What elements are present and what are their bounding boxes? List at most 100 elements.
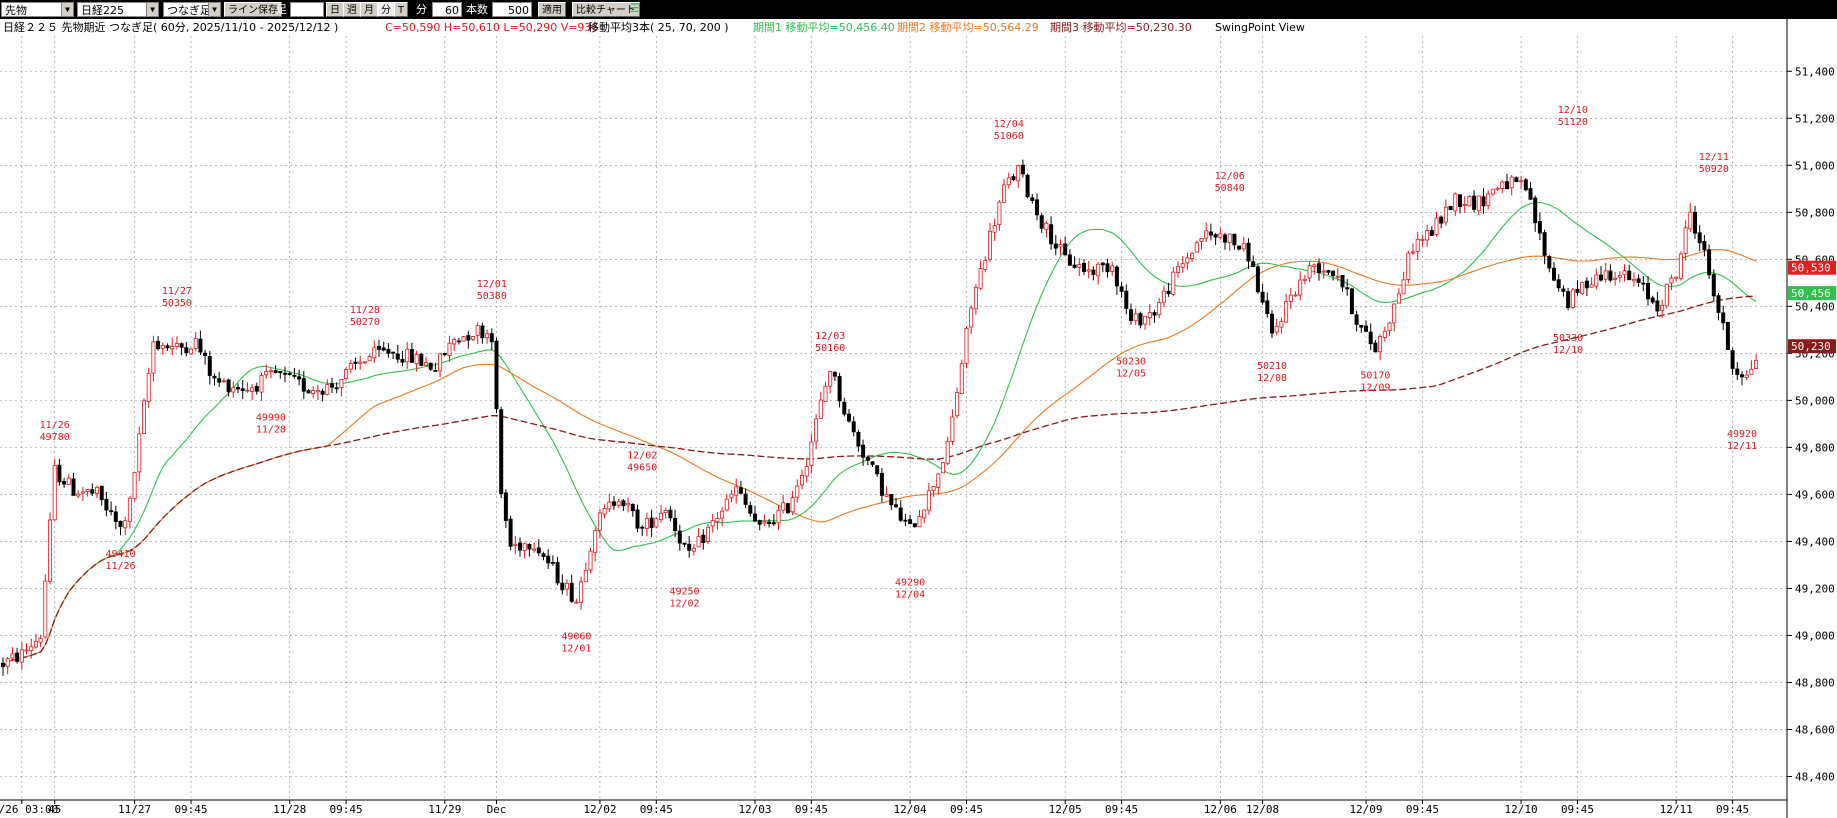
chart-header: 日経２２５ 先物期近 つなぎ足( 60分, 2025/11/10 - 2025/… — [3, 20, 1305, 34]
period-month-button[interactable]: 月 — [360, 2, 378, 17]
compare-chart-button[interactable]: 比較チャート — [572, 2, 640, 17]
candle-body — [1481, 196, 1486, 207]
candle-body — [203, 352, 208, 356]
ma1-price-badge — [1788, 286, 1836, 301]
candle-body — [442, 353, 447, 356]
candle-body — [1213, 234, 1218, 238]
candle-body — [1646, 282, 1651, 300]
swing-date-label: 12/11 — [1699, 152, 1729, 163]
candle-body — [1105, 263, 1110, 273]
candle-body — [607, 501, 612, 510]
candle-body — [1467, 196, 1472, 207]
interval-input[interactable]: 60 — [432, 2, 462, 17]
candle-body — [226, 379, 231, 393]
symbol-select[interactable]: 日経225 — [77, 2, 159, 17]
chart-style-icon[interactable]: ☰ — [630, 1, 641, 15]
candle-body — [715, 518, 720, 522]
swing-date-label: 12/09 — [1360, 382, 1390, 393]
candle-body — [1091, 269, 1096, 275]
candle-body — [518, 542, 523, 551]
market-select[interactable]: 先物 — [1, 2, 74, 17]
candle-body — [188, 348, 193, 355]
y-tick-label: 50,000 — [1795, 394, 1835, 407]
period-day-button[interactable]: 日 — [326, 2, 344, 17]
swing-date-label: 12/11 — [1727, 441, 1757, 452]
swing-value-label: 50230 — [1116, 356, 1146, 367]
candle-body — [376, 346, 381, 350]
bar-label: 足 — [276, 3, 287, 16]
candle-body — [804, 466, 809, 477]
candle-body — [127, 497, 132, 522]
swing-value-label: 51060 — [994, 131, 1024, 142]
candle-body — [1537, 220, 1542, 234]
candle-body — [917, 516, 922, 528]
candles — [0, 159, 1759, 676]
candle-body — [231, 387, 236, 393]
candle-body — [1542, 232, 1547, 256]
candle-body — [334, 387, 339, 390]
candle-body — [1613, 277, 1618, 280]
price-chart[interactable]: 日経２２５ 先物期近 つなぎ足( 60分, 2025/11/10 - 2025/… — [0, 19, 1837, 818]
swing-points: 11/26497804941011/2611/27503504999011/28… — [40, 105, 1757, 654]
candle-body — [1072, 264, 1077, 268]
bar-input[interactable] — [290, 2, 324, 17]
y-tick-label: 49,000 — [1795, 629, 1835, 642]
candle-body — [1114, 266, 1119, 287]
count-input[interactable]: 500 — [492, 2, 532, 17]
candle-body — [691, 547, 696, 552]
candle-body — [889, 494, 894, 506]
candle-body — [391, 351, 396, 354]
candle-body — [52, 465, 57, 521]
candle-body — [1020, 164, 1025, 175]
swing-value-label: 49650 — [627, 463, 657, 474]
candle-body — [1063, 243, 1068, 256]
candle-body — [654, 518, 659, 528]
candle-body — [99, 485, 104, 501]
continuation-dropdown-icon[interactable]: ▼ — [208, 2, 221, 17]
candle-body — [870, 461, 875, 465]
candle-body — [997, 201, 1002, 226]
candle-body — [381, 347, 386, 351]
candle-body — [1152, 312, 1157, 316]
candle-body — [1420, 239, 1425, 241]
ma2-price-badge — [1788, 260, 1836, 275]
continuation-select[interactable]: つなぎ足 — [163, 2, 221, 17]
swing-value-label: 51120 — [1558, 117, 1588, 128]
period-minute-button[interactable]: 分 — [377, 2, 395, 17]
candle-body — [1683, 227, 1688, 254]
y-tick-label: 51,000 — [1795, 159, 1835, 172]
candle-body — [1006, 177, 1011, 186]
market-dropdown-icon[interactable]: ▼ — [61, 2, 74, 17]
candle-body — [15, 652, 20, 662]
candle-body — [1476, 195, 1481, 212]
candle-body — [1161, 290, 1166, 303]
swing-date-label: 12/10 — [1553, 345, 1583, 356]
x-tick-label: 11/29 — [428, 803, 461, 816]
candle-body — [1246, 242, 1251, 262]
ma-line-70 — [2, 249, 1757, 668]
period-tick-button[interactable]: T — [394, 2, 409, 17]
candle-body — [372, 347, 377, 359]
candle-body — [865, 456, 870, 461]
swing-value-label: 49250 — [669, 587, 699, 598]
line-save-button[interactable]: ライン保存 — [224, 2, 282, 17]
symbol-dropdown-icon[interactable]: ▼ — [146, 2, 159, 17]
candle-body — [1617, 275, 1622, 278]
y-tick-label: 49,600 — [1795, 488, 1835, 501]
candle-body — [856, 431, 861, 447]
candle-body — [329, 383, 334, 388]
candle-body — [602, 508, 607, 515]
apply-button[interactable]: 適用 — [538, 2, 566, 17]
candle-body — [847, 413, 852, 422]
candle-body — [1011, 176, 1016, 180]
candle-body — [1208, 231, 1213, 236]
candle-body — [988, 230, 993, 260]
candle-body — [1035, 199, 1040, 216]
candle-body — [677, 530, 682, 544]
candle-body — [268, 370, 273, 373]
candle-body — [264, 371, 269, 376]
chart-title: 日経２２５ 先物期近 つなぎ足( 60分, 2025/11/10 - 2025/… — [3, 20, 338, 34]
candle-body — [1486, 193, 1491, 206]
period-week-button[interactable]: 週 — [343, 2, 361, 17]
candle-body — [1472, 195, 1477, 210]
